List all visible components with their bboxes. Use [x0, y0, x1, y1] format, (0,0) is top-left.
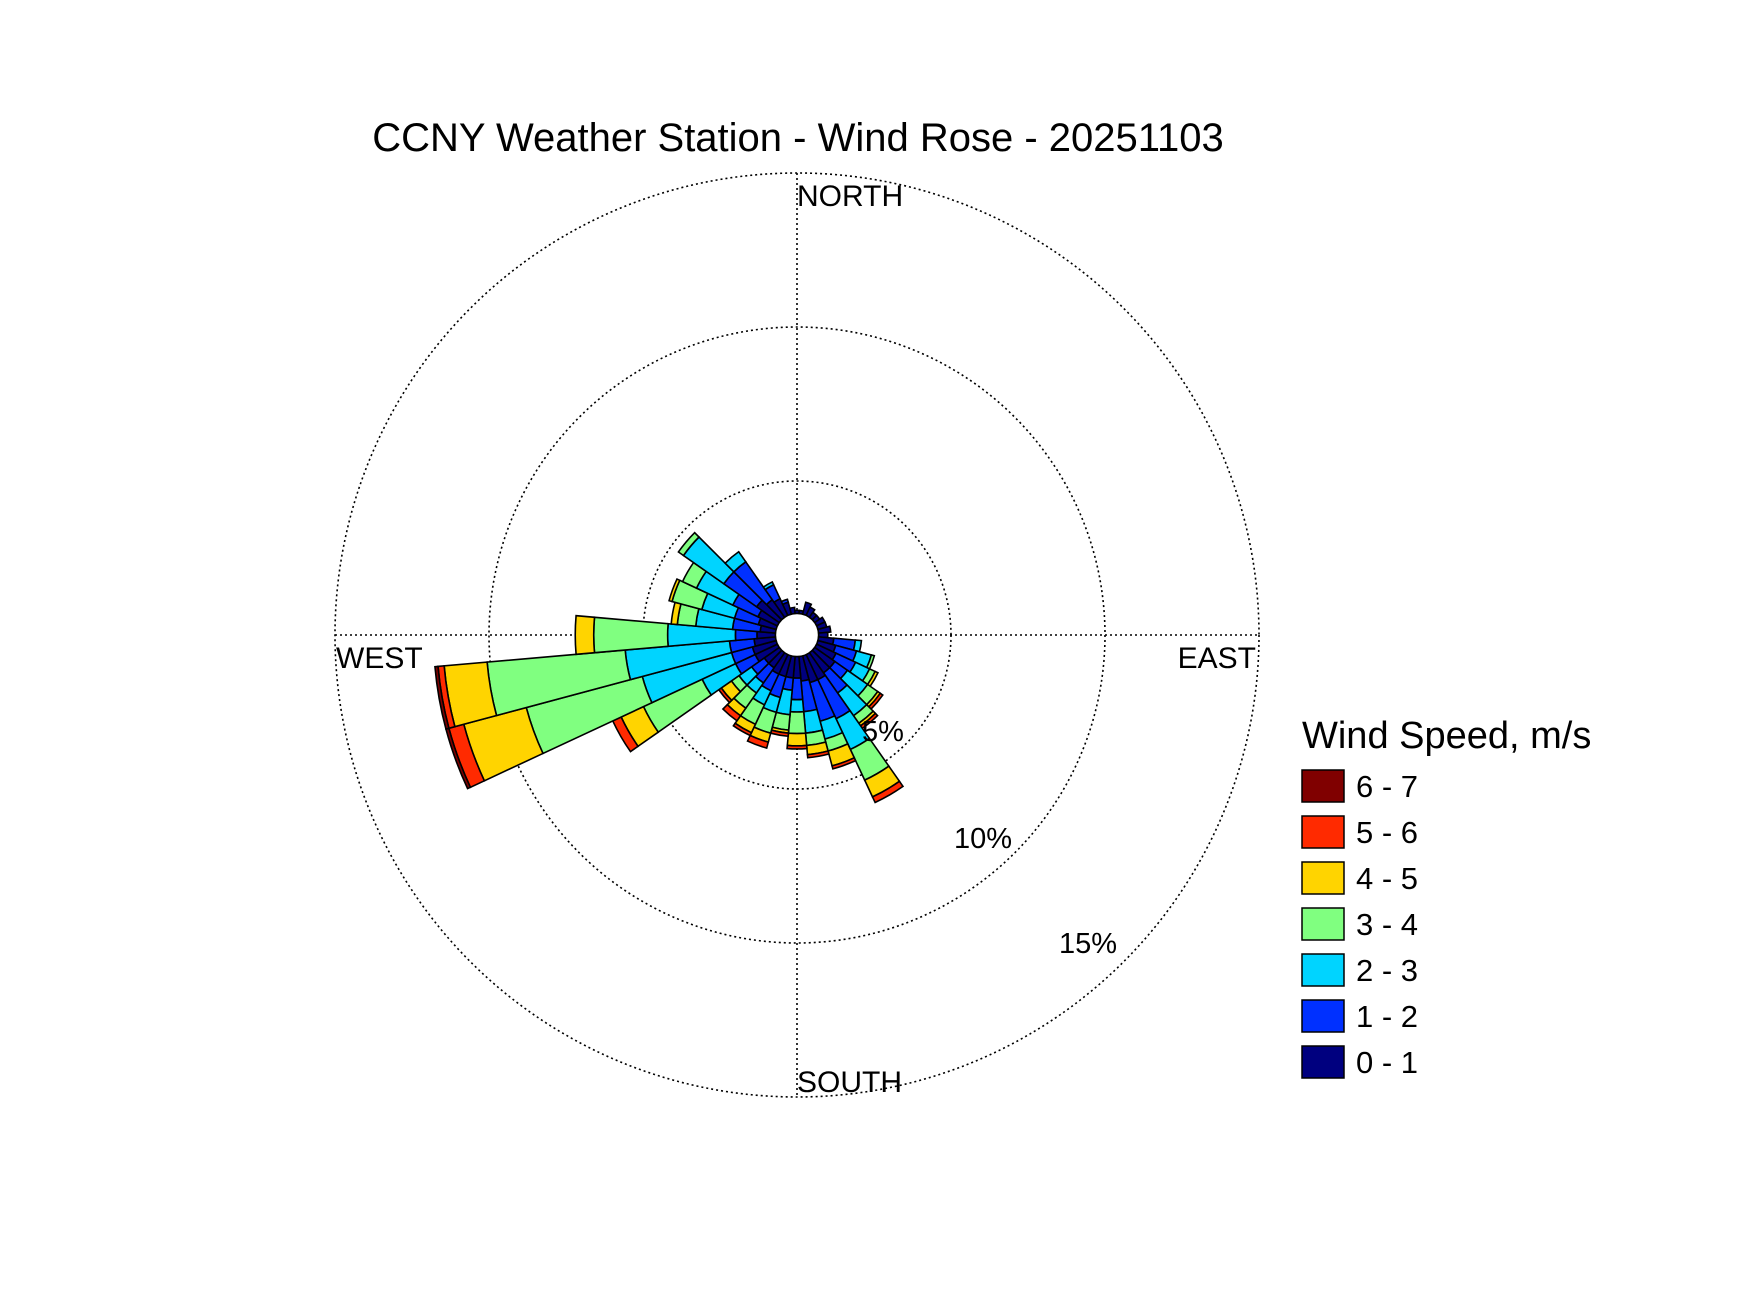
calm-center — [774, 612, 820, 658]
legend-swatch-4 — [1301, 953, 1345, 987]
sector-150-bin-5 — [871, 780, 905, 804]
sector-180-bin-4 — [786, 732, 808, 747]
sector-330-bin-2 — [762, 580, 775, 591]
sector-270-bin-3 — [592, 616, 669, 654]
legend-label-6: 0 - 1 — [1356, 1045, 1418, 1080]
direction-label-east: EAST — [1178, 642, 1256, 675]
legend-label-2: 4 - 5 — [1356, 861, 1418, 896]
sector-340-bin-1 — [780, 598, 790, 606]
legend-label-1: 5 - 6 — [1356, 815, 1418, 850]
sector-160-bin-5 — [831, 756, 857, 770]
legend-swatch-2 — [1301, 861, 1345, 895]
wind-sectors — [434, 531, 905, 804]
sector-220-bin-5 — [721, 703, 742, 722]
radial-label-5: 5% — [862, 716, 904, 748]
sector-180-bin-3 — [787, 710, 807, 735]
radial-label-10: 10% — [954, 823, 1012, 855]
direction-label-south: SOUTH — [797, 1066, 902, 1099]
direction-label-west: WEST — [336, 642, 423, 675]
sector-290-bin-4 — [668, 577, 681, 603]
sector-270-bin-4 — [574, 614, 596, 656]
chart-title: CCNY Weather Station - Wind Rose - 20251… — [372, 116, 1224, 160]
legend: Wind Speed, m/s 6 - 7 5 - 6 4 - 5 3 - 4 2 - … — [1301, 715, 1591, 1080]
sector-170-bin-5 — [806, 750, 830, 759]
legend-label-0: 6 - 7 — [1356, 769, 1418, 804]
legend-items: 6 - 7 5 - 6 4 - 5 3 - 4 2 - 3 1 - 2 0 - 1 — [1301, 769, 1418, 1080]
sector-200-bin-5 — [746, 734, 770, 750]
legend-label-4: 2 - 3 — [1356, 953, 1418, 988]
legend-label-3: 3 - 4 — [1356, 907, 1418, 942]
legend-swatch-3 — [1301, 907, 1345, 941]
radial-label-15: 15% — [1059, 928, 1117, 960]
sector-180-bin-2 — [789, 698, 805, 713]
sector-180-bin-5 — [786, 744, 808, 750]
legend-swatch-5 — [1301, 999, 1345, 1033]
sector-310-bin-3 — [677, 531, 701, 557]
sector-320-bin-2 — [723, 550, 747, 573]
direction-label-north: NORTH — [797, 180, 903, 213]
legend-swatch-0 — [1301, 769, 1345, 803]
legend-swatch-1 — [1301, 815, 1345, 849]
sector-260-bin-6 — [434, 665, 450, 731]
legend-title: Wind Speed, m/s — [1302, 715, 1591, 757]
legend-swatch-6 — [1301, 1045, 1345, 1079]
sector-210-bin-5 — [732, 722, 753, 737]
legend-label-5: 1 - 2 — [1356, 999, 1418, 1034]
